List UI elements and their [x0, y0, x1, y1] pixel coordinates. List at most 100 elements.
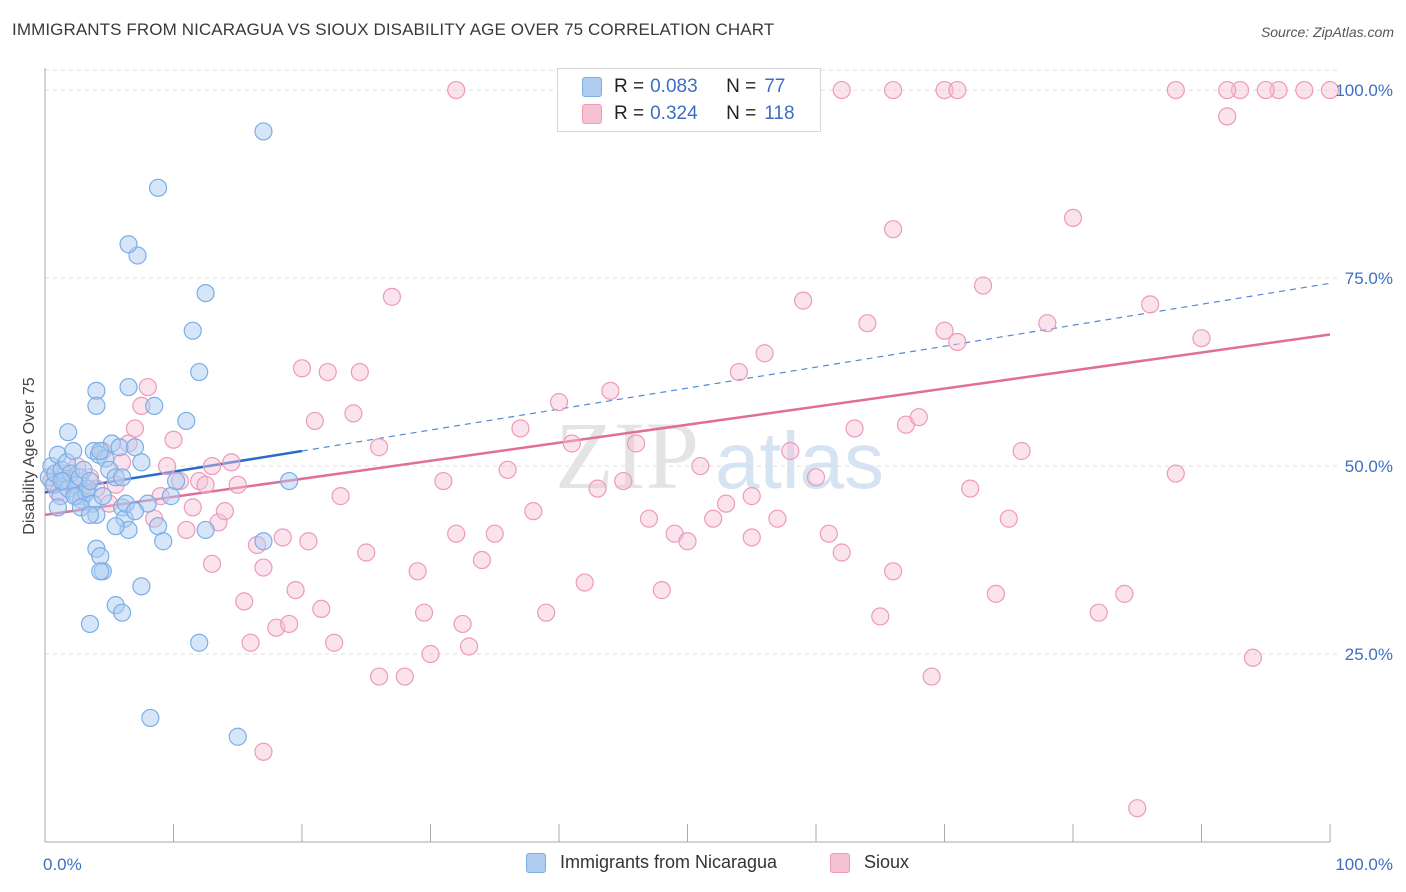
n-label: N = [726, 76, 757, 97]
point-sioux [871, 607, 890, 626]
point-sioux [883, 562, 903, 581]
point-sioux [241, 633, 260, 652]
point-sioux [1295, 80, 1314, 100]
point-nicaragua [148, 178, 168, 197]
point-sioux [350, 362, 369, 382]
point-sioux [781, 441, 800, 461]
point-nicaragua [196, 520, 215, 540]
point-sioux [819, 524, 838, 543]
point-sioux [575, 573, 594, 592]
point-sioux [626, 434, 646, 453]
point-nicaragua [119, 377, 138, 397]
point-nicaragua [91, 562, 110, 581]
point-sioux [883, 220, 903, 239]
point-sioux [235, 592, 254, 611]
series-legend: Immigrants from Nicaragua Sioux [0, 852, 1406, 878]
point-sioux [858, 314, 877, 333]
point-sioux [325, 633, 344, 652]
point-sioux [1115, 584, 1134, 603]
point-sioux [138, 377, 157, 397]
point-sioux [408, 562, 427, 581]
point-sioux [524, 502, 543, 521]
point-sioux [286, 581, 305, 600]
point-sioux [344, 404, 363, 423]
y-tick-label: 75.0% [1345, 269, 1393, 288]
point-sioux [447, 80, 466, 100]
point-sioux [472, 550, 491, 570]
point-sioux [305, 411, 324, 431]
point-nicaragua [166, 471, 186, 491]
point-sioux [1269, 80, 1288, 100]
point-sioux [652, 581, 671, 600]
point-nicaragua [254, 532, 273, 551]
point-nicaragua [280, 471, 299, 491]
point-sioux [292, 359, 312, 378]
point-sioux [999, 509, 1018, 528]
point-sioux [639, 509, 659, 528]
point-sioux [453, 614, 472, 634]
stats-legend-row-nicaragua: R = 0.083 N = 77 [582, 75, 785, 99]
point-sioux [447, 524, 466, 543]
point-sioux [883, 80, 903, 100]
point-sioux [742, 528, 761, 547]
point-nicaragua [161, 487, 181, 506]
x-tick-label: 100.0% [1335, 855, 1393, 874]
data-points [39, 80, 1340, 818]
trend-line-sioux [44, 333, 1331, 517]
point-nicaragua [228, 727, 247, 746]
point-nicaragua [64, 441, 83, 461]
point-nicaragua [190, 362, 209, 382]
point-sioux [228, 475, 247, 494]
point-nicaragua [183, 321, 202, 340]
point-nicaragua [141, 708, 160, 728]
point-sioux [414, 603, 434, 622]
point-sioux [370, 667, 389, 686]
point-sioux [1256, 80, 1275, 100]
point-sioux [1089, 603, 1108, 622]
n-value: 77 [764, 76, 786, 97]
point-sioux [1128, 799, 1147, 818]
r-label: R = [614, 76, 645, 97]
legend-item-nicaragua[interactable]: Immigrants from Nicaragua [526, 852, 777, 873]
tick-labels: 25.0% 50.0% 75.0% 100.0% 0.0% 100.0% Disabilit… [21, 81, 1393, 874]
point-sioux [961, 479, 980, 498]
point-nicaragua [106, 517, 125, 536]
r-value: 0.324 [650, 103, 698, 124]
point-sioux [1218, 80, 1237, 100]
point-sioux [1038, 314, 1057, 333]
r-value: 0.083 [650, 76, 698, 97]
point-sioux [716, 494, 736, 513]
point-sioux [202, 456, 222, 476]
point-sioux [742, 487, 761, 506]
point-sioux [768, 509, 787, 528]
x-tick-label: 0.0% [43, 855, 82, 874]
legend-label-sioux: Sioux [864, 852, 910, 872]
point-sioux [1166, 80, 1185, 100]
point-nicaragua [125, 438, 145, 457]
point-nicaragua [87, 396, 106, 415]
point-nicaragua [80, 614, 100, 634]
point-sioux [183, 498, 202, 517]
point-sioux [196, 475, 215, 494]
point-sioux [370, 438, 389, 457]
point-sioux [254, 558, 273, 577]
point-nicaragua [112, 603, 132, 622]
point-nicaragua [132, 577, 151, 596]
point-nicaragua [148, 517, 168, 536]
point-sioux [395, 667, 414, 686]
point-sioux [729, 362, 749, 382]
point-sioux [177, 520, 196, 540]
point-sioux [922, 667, 941, 686]
y-tick-label: 50.0% [1345, 457, 1393, 476]
point-sioux [806, 468, 826, 487]
point-sioux [318, 362, 337, 382]
y-axis-label: Disability Age Over 75 [21, 377, 38, 535]
point-sioux [948, 332, 967, 352]
point-sioux [280, 614, 299, 634]
point-sioux [794, 291, 813, 310]
point-sioux [1230, 80, 1250, 100]
point-sioux [215, 502, 234, 521]
point-sioux [537, 603, 556, 622]
point-sioux [935, 80, 954, 100]
legend-item-sioux[interactable]: Sioux [830, 852, 909, 873]
